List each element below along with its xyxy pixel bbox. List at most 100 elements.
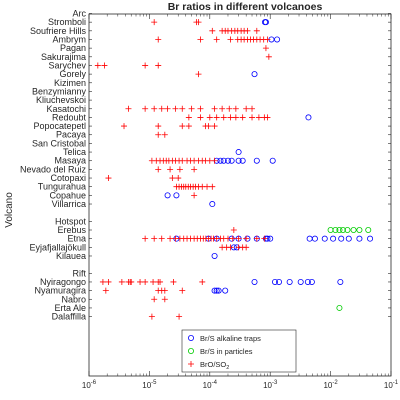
data-point-circle [220, 157, 227, 164]
data-point-circle [239, 157, 246, 164]
data-point-plus [157, 278, 164, 285]
data-point-circle [338, 235, 345, 242]
y-tick-label: Dalaffilla [52, 312, 86, 322]
x-tick-label: 10-3 [263, 380, 278, 390]
data-point-circle [215, 287, 222, 294]
data-point-circle [304, 278, 311, 285]
data-point-plus [243, 244, 250, 251]
data-point-plus [199, 278, 206, 285]
data-point-plus [179, 287, 186, 294]
data-point-plus [105, 278, 112, 285]
data-point-plus [229, 235, 236, 242]
data-point-circle [262, 19, 269, 26]
y-tick-label: Popocatepetl [33, 121, 86, 131]
data-point-circle [251, 71, 258, 78]
y-tick-label: Stromboli [48, 17, 86, 27]
data-point-plus [155, 62, 162, 69]
data-point-plus [209, 27, 216, 34]
data-point-plus [249, 114, 256, 121]
y-tick-label: Erta Ale [54, 303, 86, 313]
data-point-plus [243, 235, 250, 242]
data-point-plus [176, 313, 183, 320]
data-point-plus [161, 287, 168, 294]
data-point-plus [155, 123, 162, 130]
data-point-circle [228, 157, 235, 164]
data-point-plus [185, 114, 192, 121]
legend-marker [187, 347, 194, 354]
data-point-plus [219, 105, 226, 112]
data-point-circle [356, 226, 363, 233]
data-point-plus [142, 278, 149, 285]
y-tick-label: Villarrica [52, 199, 86, 209]
data-point-circle [336, 304, 343, 311]
y-tick-label: Arc [73, 9, 87, 19]
data-point-plus [167, 166, 174, 173]
data-point-circle [224, 157, 231, 164]
y-tick-label: Soufriere Hills [30, 26, 87, 36]
data-point-plus [167, 235, 174, 242]
data-point-plus [227, 114, 234, 121]
data-point-plus [227, 244, 234, 251]
data-point-plus [150, 278, 157, 285]
data-point-circle [365, 226, 372, 233]
data-point-plus [262, 45, 269, 52]
data-point-plus [253, 235, 260, 242]
legend-box [181, 329, 297, 373]
data-point-circle [271, 278, 278, 285]
data-point-plus [164, 105, 171, 112]
chart-title: Br ratios in different volcanoes [168, 1, 323, 13]
data-point-circle [321, 235, 328, 242]
data-point-plus [197, 105, 204, 112]
y-tick-label: Cotopaxi [50, 173, 86, 183]
x-tick-label: 10-5 [142, 380, 157, 390]
data-point-plus [99, 278, 106, 285]
data-point-circle [297, 278, 304, 285]
data-point-plus [264, 114, 271, 121]
legend-marker [187, 334, 194, 341]
data-point-plus [191, 192, 198, 199]
data-point-plus [151, 235, 158, 242]
y-tick-label: Etna [67, 234, 86, 244]
data-point-plus [125, 105, 132, 112]
legend-marker [188, 361, 194, 367]
data-point-plus [142, 235, 149, 242]
x-tick-label: 10-2 [323, 380, 338, 390]
data-point-plus [151, 296, 158, 303]
data-point-plus [243, 105, 250, 112]
data-point-circle [222, 287, 229, 294]
data-point-circle [235, 149, 242, 156]
data-point-plus [142, 62, 149, 69]
data-point-plus [94, 62, 101, 69]
data-point-plus [230, 227, 237, 233]
data-point-plus [137, 278, 144, 285]
y-tick-label: Sakurajima [41, 52, 86, 62]
data-point-circle [350, 226, 357, 233]
y-tick-label: Masaya [54, 156, 86, 166]
data-point-plus [118, 278, 125, 285]
data-point-plus [175, 175, 182, 182]
y-tick-label: Copahue [49, 190, 86, 200]
data-point-plus [128, 278, 135, 285]
data-point-plus [244, 27, 251, 34]
data-point-plus [169, 175, 176, 182]
data-point-plus [205, 123, 212, 130]
data-point-plus [232, 114, 239, 121]
data-point-circle [356, 235, 363, 242]
legend-label: Br/S in particles [200, 347, 253, 356]
y-tick-label: Eyjafjallajökull [29, 242, 86, 252]
data-point-plus [213, 114, 220, 121]
data-point-plus [204, 183, 211, 190]
data-point-plus [226, 105, 233, 112]
data-point-circle [336, 226, 343, 233]
data-point-plus [148, 313, 155, 320]
data-point-circle [209, 201, 216, 208]
y-tick-label: Kasatochi [46, 104, 86, 114]
legend: Br/S alkaline traps Br/S in particles BrO/… [181, 329, 297, 373]
y-tick-label: Kizimen [54, 78, 86, 88]
data-point-plus [142, 105, 149, 112]
data-point-plus [211, 123, 218, 130]
data-point-plus [195, 71, 202, 78]
data-point-circle [164, 192, 171, 199]
y-tick-label: Kliuchevskoi [36, 95, 86, 105]
